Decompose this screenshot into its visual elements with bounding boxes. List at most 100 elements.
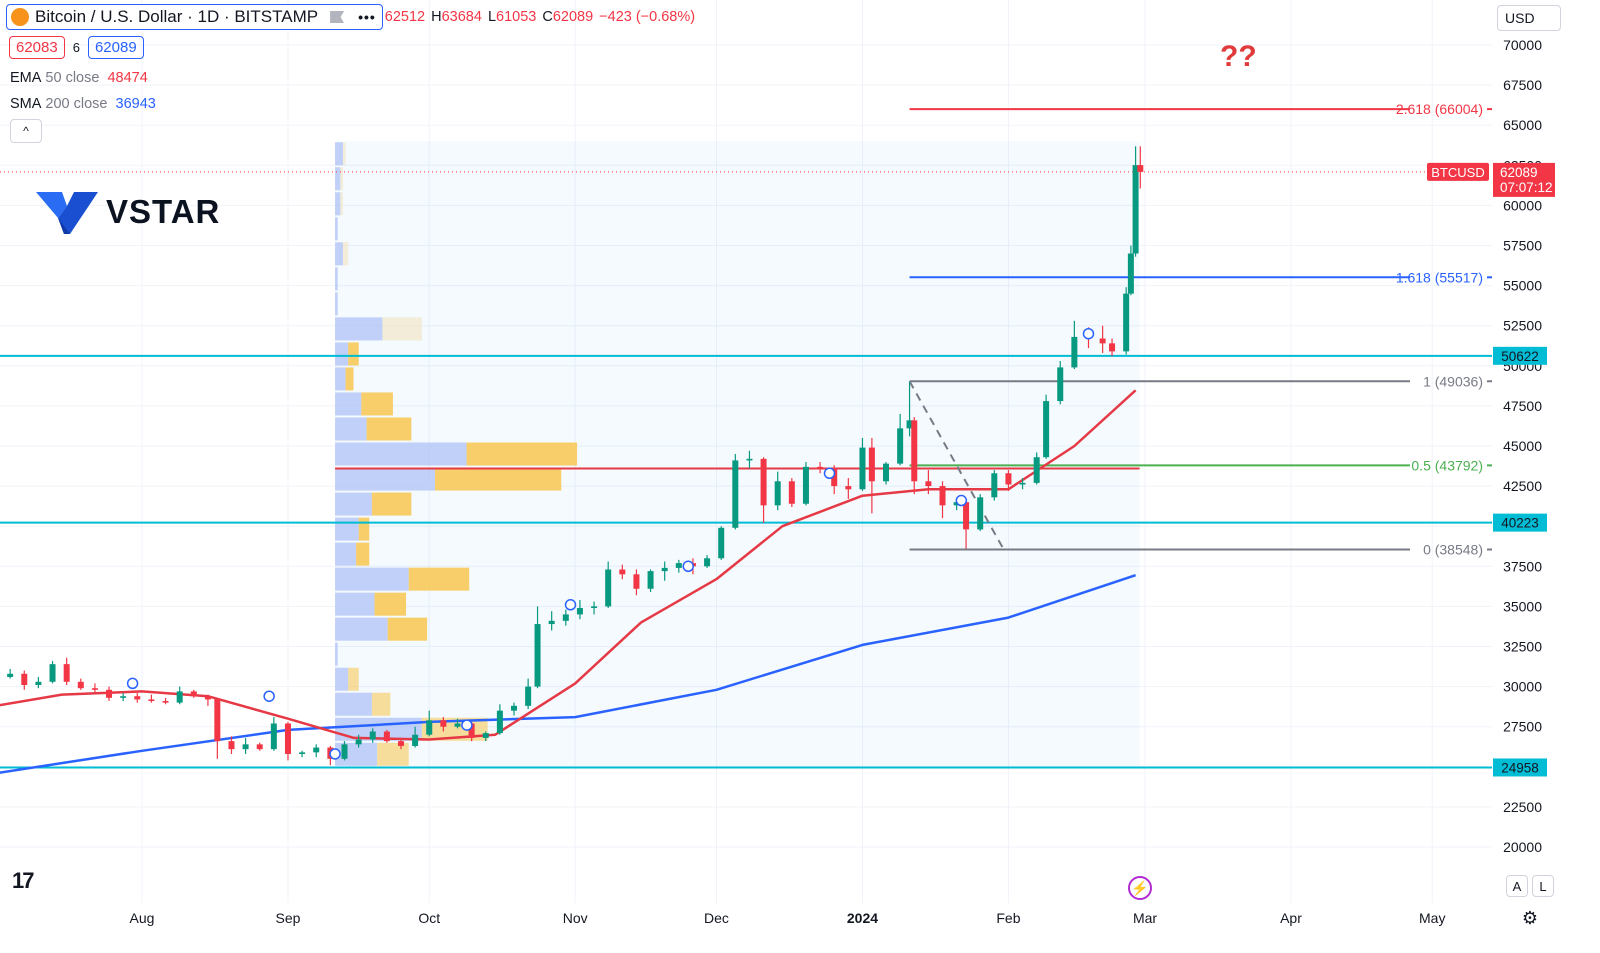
time-tick-label: Feb <box>996 910 1020 926</box>
indicator-args: 50 close <box>45 70 100 86</box>
candle-body <box>548 620 555 625</box>
candle-body <box>911 420 918 482</box>
currency-select[interactable]: USD <box>1497 5 1561 31</box>
volume-profile <box>335 141 1140 767</box>
price-tick-label: 20000 <box>1503 839 1542 855</box>
candle-body <box>341 744 348 759</box>
candle-body <box>468 723 475 738</box>
candle-body <box>883 463 890 482</box>
more-options-icon[interactable]: ••• <box>358 9 376 25</box>
tradingview-logo[interactable]: 17 <box>12 868 35 893</box>
price-tick-label: 60000 <box>1503 197 1542 213</box>
sell-price-button[interactable]: 62083 <box>9 36 65 59</box>
vstar-logo-mark <box>36 192 98 234</box>
event-marker[interactable] <box>461 719 473 731</box>
flag-icon[interactable] <box>330 11 345 23</box>
volume-row-sell <box>345 367 354 391</box>
candle-body <box>299 752 306 754</box>
candle-body <box>1071 336 1078 368</box>
volume-row-sell <box>366 417 412 441</box>
candle-body <box>242 744 249 750</box>
price-tick-label: 32500 <box>1503 639 1542 655</box>
candle-body <box>619 569 626 575</box>
price-tick-label: 65000 <box>1503 117 1542 133</box>
volume-row-buy <box>335 517 359 541</box>
candle-body <box>270 723 277 750</box>
event-marker[interactable] <box>1082 327 1095 340</box>
candle-body <box>77 681 84 689</box>
volume-row-buy <box>335 142 343 166</box>
volume-row-sell <box>408 567 470 591</box>
ohlc-low-label: L <box>487 9 497 25</box>
candle-body <box>647 571 654 589</box>
candle-body <box>591 606 598 609</box>
candle-body <box>426 720 433 735</box>
ohlc-low-value: 61053 <box>496 9 537 25</box>
candle-body <box>369 731 376 740</box>
symbol-selector[interactable]: Bitcoin / U.S. Dollar · 1D · BITSTAMP ••… <box>6 4 383 30</box>
volume-row-buy <box>335 192 341 216</box>
indicator-sma[interactable]: SMA 200 close 36943 <box>10 96 156 112</box>
volume-row-sell <box>356 542 370 566</box>
event-marker[interactable] <box>823 467 836 480</box>
candle-body <box>454 723 461 727</box>
candle-body <box>440 720 447 727</box>
time-tick-label: Aug <box>130 910 155 926</box>
level-price-badge <box>1493 346 1547 365</box>
price-axis: 2000022500250002750030000325003500037500… <box>1427 37 1555 855</box>
price-tick-label: 45000 <box>1503 438 1542 454</box>
candle-body <box>21 673 28 685</box>
candle-body <box>605 569 612 607</box>
event-marker[interactable] <box>263 690 275 702</box>
gear-icon[interactable]: ⚙ <box>1521 907 1539 928</box>
volume-row-sell <box>342 142 346 166</box>
bitcoin-icon <box>11 8 29 26</box>
auto-scale-button[interactable]: A <box>1506 875 1528 897</box>
volume-row-buy <box>335 367 346 391</box>
event-marker[interactable] <box>329 748 341 760</box>
candle-body <box>511 705 518 711</box>
symbol-badge <box>1427 162 1489 181</box>
price-tick-label: 47500 <box>1503 398 1542 414</box>
level-price-badge-text: 40223 <box>1501 516 1539 531</box>
candle-body <box>1005 473 1012 485</box>
event-marker[interactable] <box>564 599 577 611</box>
log-scale-button[interactable]: L <box>1532 875 1554 897</box>
candle-body <box>704 558 711 567</box>
indicator-value: 48474 <box>107 70 148 86</box>
event-marker[interactable] <box>682 560 694 573</box>
candle-body <box>562 614 569 621</box>
volume-row-sell <box>371 492 412 516</box>
candle-body <box>190 691 197 697</box>
event-marker[interactable] <box>955 494 968 507</box>
candle-body <box>1127 253 1134 294</box>
event-marker[interactable] <box>126 677 139 690</box>
candle-body <box>214 699 221 742</box>
candle-body <box>148 699 155 702</box>
candle-body <box>256 744 263 750</box>
candle-body <box>859 447 866 490</box>
fibonacci-extension: 2.618 (66004) 1.618 (55517) 1 (49036) 0.5 (… <box>908 101 1492 557</box>
volume-row-sell <box>374 592 407 616</box>
fib-level-label: 1 (49036) <box>1423 373 1483 389</box>
candle-body <box>774 481 781 506</box>
ohlc-high-value: 63684 <box>441 9 482 25</box>
buy-price-button[interactable]: 62089 <box>87 36 144 59</box>
symbol-badge-text: BTCUSD <box>1431 165 1484 180</box>
candle-body <box>831 468 838 487</box>
buy-sell-row: 62083 6 62089 <box>9 36 144 59</box>
candle-body <box>284 723 291 754</box>
candle-body <box>746 458 753 461</box>
time-tick-label: Oct <box>418 910 440 926</box>
volume-row-buy <box>335 242 343 266</box>
time-tick-label: Mar <box>1133 910 1157 926</box>
countdown-value: 07:07:12 <box>1500 180 1553 195</box>
collapse-legend-button[interactable]: ^ <box>10 119 42 143</box>
time-axis: Aug Sep Oct Nov Dec 2024 Feb Mar Apr May <box>130 910 1446 926</box>
candle-body <box>534 624 541 687</box>
candle-body <box>120 696 127 698</box>
bolt-icon[interactable]: ⚡ <box>1128 876 1152 900</box>
indicator-ema[interactable]: EMA 50 close 48474 <box>10 70 148 86</box>
candle-body <box>897 428 904 464</box>
